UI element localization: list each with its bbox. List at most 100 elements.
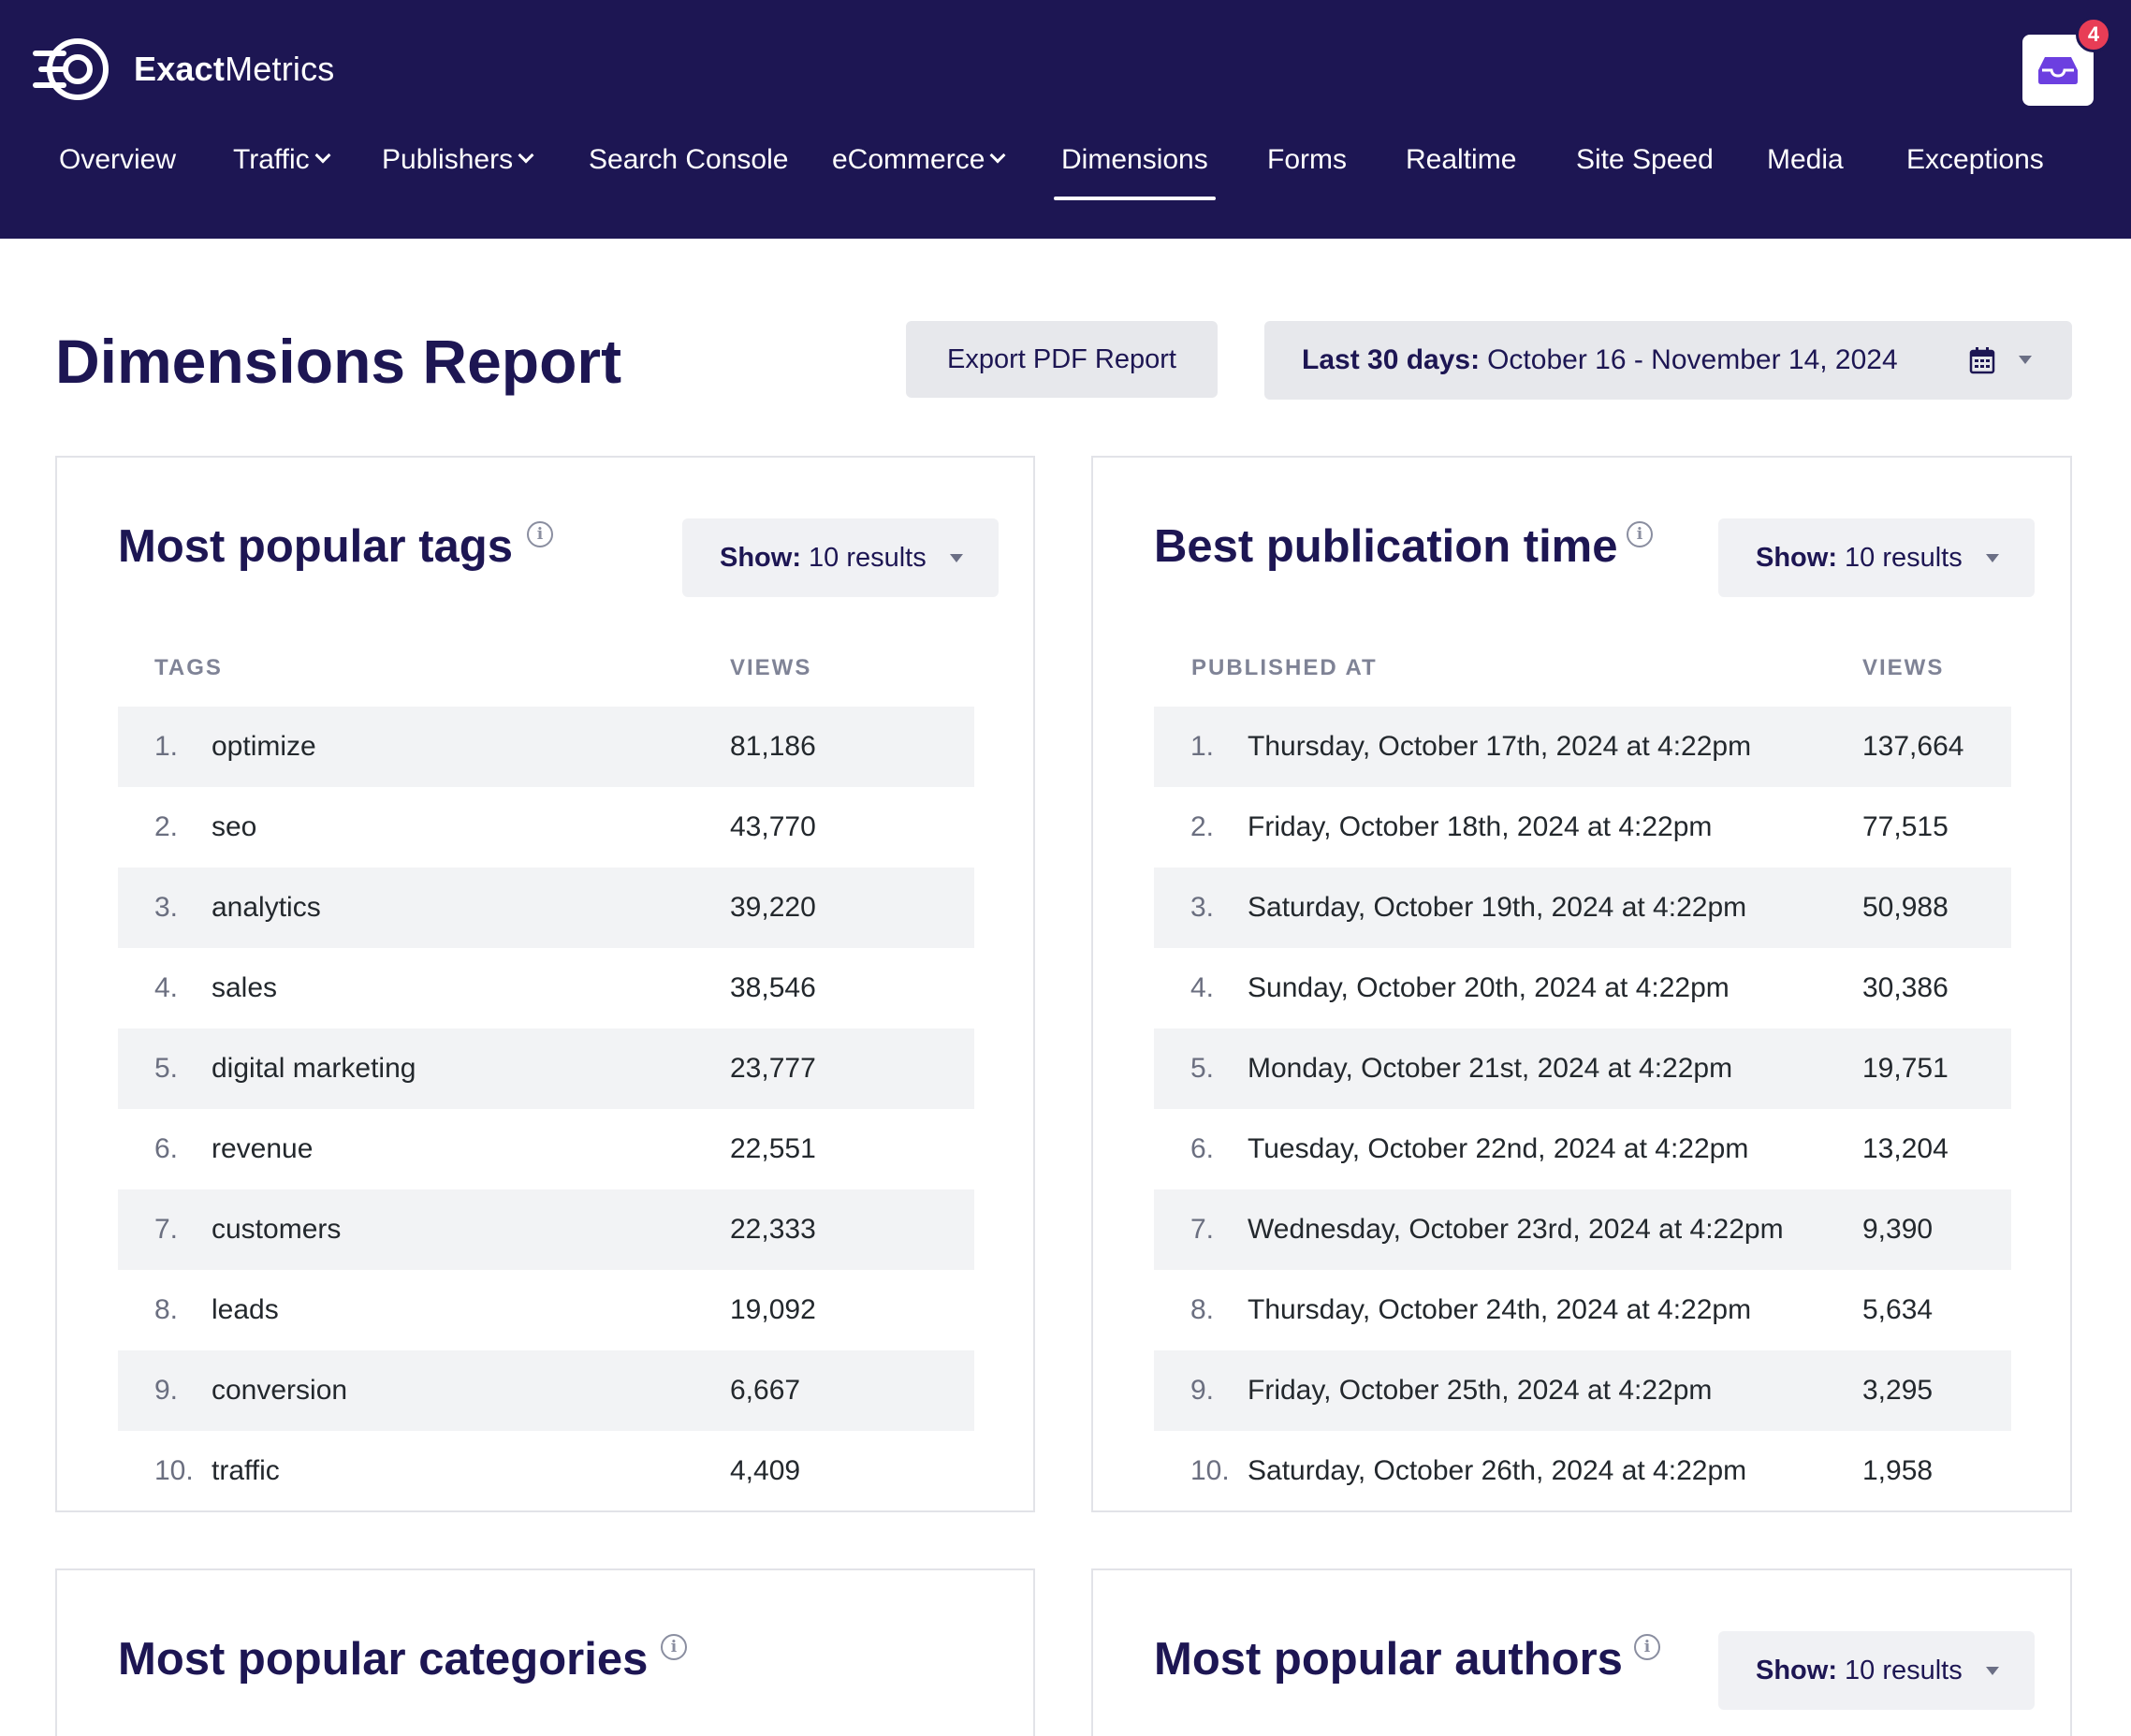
categories-card: Most popular categories i <box>55 1568 1035 1736</box>
row-rank: 7. <box>154 1214 179 1245</box>
row-label: Saturday, October 19th, 2024 at 4:22pm <box>1248 892 1747 923</box>
table-row: 1. Thursday, October 17th, 2024 at 4:22pm… <box>1154 707 2011 787</box>
date-range-preset: Last 30 days: <box>1302 344 1481 375</box>
info-icon[interactable]: i <box>527 521 553 547</box>
row-rank: 8. <box>154 1294 179 1325</box>
table-row: 3. Saturday, October 19th, 2024 at 4:22pm… <box>1154 868 2011 948</box>
row-label: leads <box>212 1294 279 1325</box>
date-range-picker[interactable]: Last 30 days: October 16 - November 14, … <box>1264 321 2072 400</box>
table-row: 9. conversion 6,667 <box>118 1350 974 1431</box>
export-pdf-button[interactable]: Export PDF Report <box>906 321 1218 398</box>
row-label: Monday, October 21st, 2024 at 4:22pm <box>1248 1053 1733 1084</box>
show-value: 10 results <box>1845 1655 1963 1685</box>
table-row: 9. Friday, October 25th, 2024 at 4:22pm 3,… <box>1154 1350 2011 1431</box>
row-rank: 5. <box>1190 1053 1215 1084</box>
nav-publishers[interactable]: Publishers <box>382 140 534 206</box>
row-views: 77,515 <box>1862 811 1949 842</box>
row-views: 38,546 <box>730 972 816 1003</box>
info-icon[interactable]: i <box>1627 521 1653 547</box>
row-views: 39,220 <box>730 892 816 923</box>
row-label: Wednesday, October 23rd, 2024 at 4:22pm <box>1248 1214 1784 1245</box>
row-rank: 4. <box>1190 972 1215 1003</box>
chevron-down-icon <box>518 147 534 164</box>
chevron-down-icon <box>314 147 331 164</box>
nav-media[interactable]: Media <box>1767 144 1844 175</box>
nav-traffic[interactable]: Traffic <box>233 140 331 206</box>
table-row: 1. optimize 81,186 <box>118 707 974 787</box>
table-row: 2. Friday, October 18th, 2024 at 4:22pm 77… <box>1154 787 2011 868</box>
categories-card-title: Most popular categories <box>118 1634 649 1685</box>
nav-exceptions[interactable]: Exceptions <box>1906 144 2044 175</box>
row-rank: 8. <box>1190 1294 1215 1325</box>
row-views: 22,333 <box>730 1214 816 1245</box>
row-label: Sunday, October 20th, 2024 at 4:22pm <box>1248 972 1730 1003</box>
row-rank: 1. <box>154 731 179 762</box>
table-row: 4. Sunday, October 20th, 2024 at 4:22pm 30… <box>1154 948 2011 1028</box>
inbox-icon <box>2038 57 2078 84</box>
table-row: 4. sales 38,546 <box>118 948 974 1028</box>
tags-show-results-dropdown[interactable]: Show: 10 results <box>682 518 999 597</box>
row-views: 6,667 <box>730 1375 801 1406</box>
nav-site-speed[interactable]: Site Speed <box>1576 144 1714 175</box>
nav-search-console[interactable]: Search Console <box>589 144 789 175</box>
table-row: 6. Tuesday, October 22nd, 2024 at 4:22pm 1… <box>1154 1109 2011 1189</box>
row-views: 137,664 <box>1862 731 1964 762</box>
row-label: Tuesday, October 22nd, 2024 at 4:22pm <box>1248 1133 1749 1164</box>
nav-ecommerce[interactable]: eCommerce <box>832 140 1006 206</box>
row-rank: 7. <box>1190 1214 1215 1245</box>
notifications-button[interactable] <box>2022 35 2094 106</box>
row-views: 1,958 <box>1862 1455 1934 1486</box>
table-row: 7. customers 22,333 <box>118 1189 974 1270</box>
main-nav: Overview Traffic Publishers Search Conso… <box>0 140 2131 206</box>
row-label: revenue <box>212 1133 314 1164</box>
authors-card: Most popular authors i Show: 10 results <box>1091 1568 2072 1736</box>
info-icon[interactable]: i <box>1634 1634 1660 1660</box>
row-rank: 10. <box>154 1455 194 1486</box>
calendar-icon[interactable] <box>1969 346 1995 374</box>
column-header-tags: TAGS <box>154 655 223 680</box>
nav-forms[interactable]: Forms <box>1267 144 1347 175</box>
row-label: Saturday, October 26th, 2024 at 4:22pm <box>1248 1455 1747 1486</box>
table-row: 5. digital marketing 23,777 <box>118 1028 974 1109</box>
table-row: 10. Saturday, October 26th, 2024 at 4:22p… <box>1154 1431 2011 1511</box>
row-label: conversion <box>212 1375 348 1406</box>
row-rank: 4. <box>154 972 179 1003</box>
row-views: 81,186 <box>730 731 816 762</box>
tags-card: Most popular tags i Show: 10 results TAG… <box>55 456 1035 1512</box>
column-header-views: VIEWS <box>1862 655 1945 680</box>
authors-show-results-dropdown[interactable]: Show: 10 results <box>1718 1631 2035 1710</box>
show-label: Show: <box>1756 1655 1837 1685</box>
table-row: 7. Wednesday, October 23rd, 2024 at 4:22p… <box>1154 1189 2011 1270</box>
column-header-views: VIEWS <box>730 655 812 680</box>
row-views: 19,092 <box>730 1294 816 1325</box>
row-views: 30,386 <box>1862 972 1949 1003</box>
caret-down-icon[interactable] <box>2019 356 2032 364</box>
row-views: 5,634 <box>1862 1294 1934 1325</box>
row-rank: 3. <box>154 892 179 923</box>
nav-dimensions[interactable]: Dimensions <box>1054 140 1216 206</box>
show-label: Show: <box>1756 542 1837 573</box>
row-views: 23,777 <box>730 1053 816 1084</box>
row-views: 13,204 <box>1862 1133 1949 1164</box>
nav-realtime[interactable]: Realtime <box>1406 144 1517 175</box>
row-views: 4,409 <box>730 1455 801 1486</box>
info-icon[interactable]: i <box>661 1634 687 1660</box>
row-rank: 9. <box>154 1375 179 1406</box>
notification-count-badge: 4 <box>2076 17 2111 52</box>
table-row: 8. leads 19,092 <box>118 1270 974 1350</box>
row-label: optimize <box>212 731 316 762</box>
show-value: 10 results <box>809 542 927 573</box>
table-row: 3. analytics 39,220 <box>118 868 974 948</box>
row-label: customers <box>212 1214 342 1245</box>
row-label: traffic <box>212 1455 280 1486</box>
publication-time-card-title: Best publication time <box>1154 521 1618 572</box>
row-label: digital marketing <box>212 1053 416 1084</box>
table-row: 2. seo 43,770 <box>118 787 974 868</box>
column-header-published-at: PUBLISHED AT <box>1191 655 1378 680</box>
row-rank: 10. <box>1190 1455 1230 1486</box>
row-rank: 6. <box>1190 1133 1215 1164</box>
caret-down-icon <box>1986 554 1999 562</box>
brand-logo[interactable]: ExactMetrics <box>31 32 334 107</box>
pubtime-show-results-dropdown[interactable]: Show: 10 results <box>1718 518 2035 597</box>
nav-overview[interactable]: Overview <box>59 144 177 175</box>
